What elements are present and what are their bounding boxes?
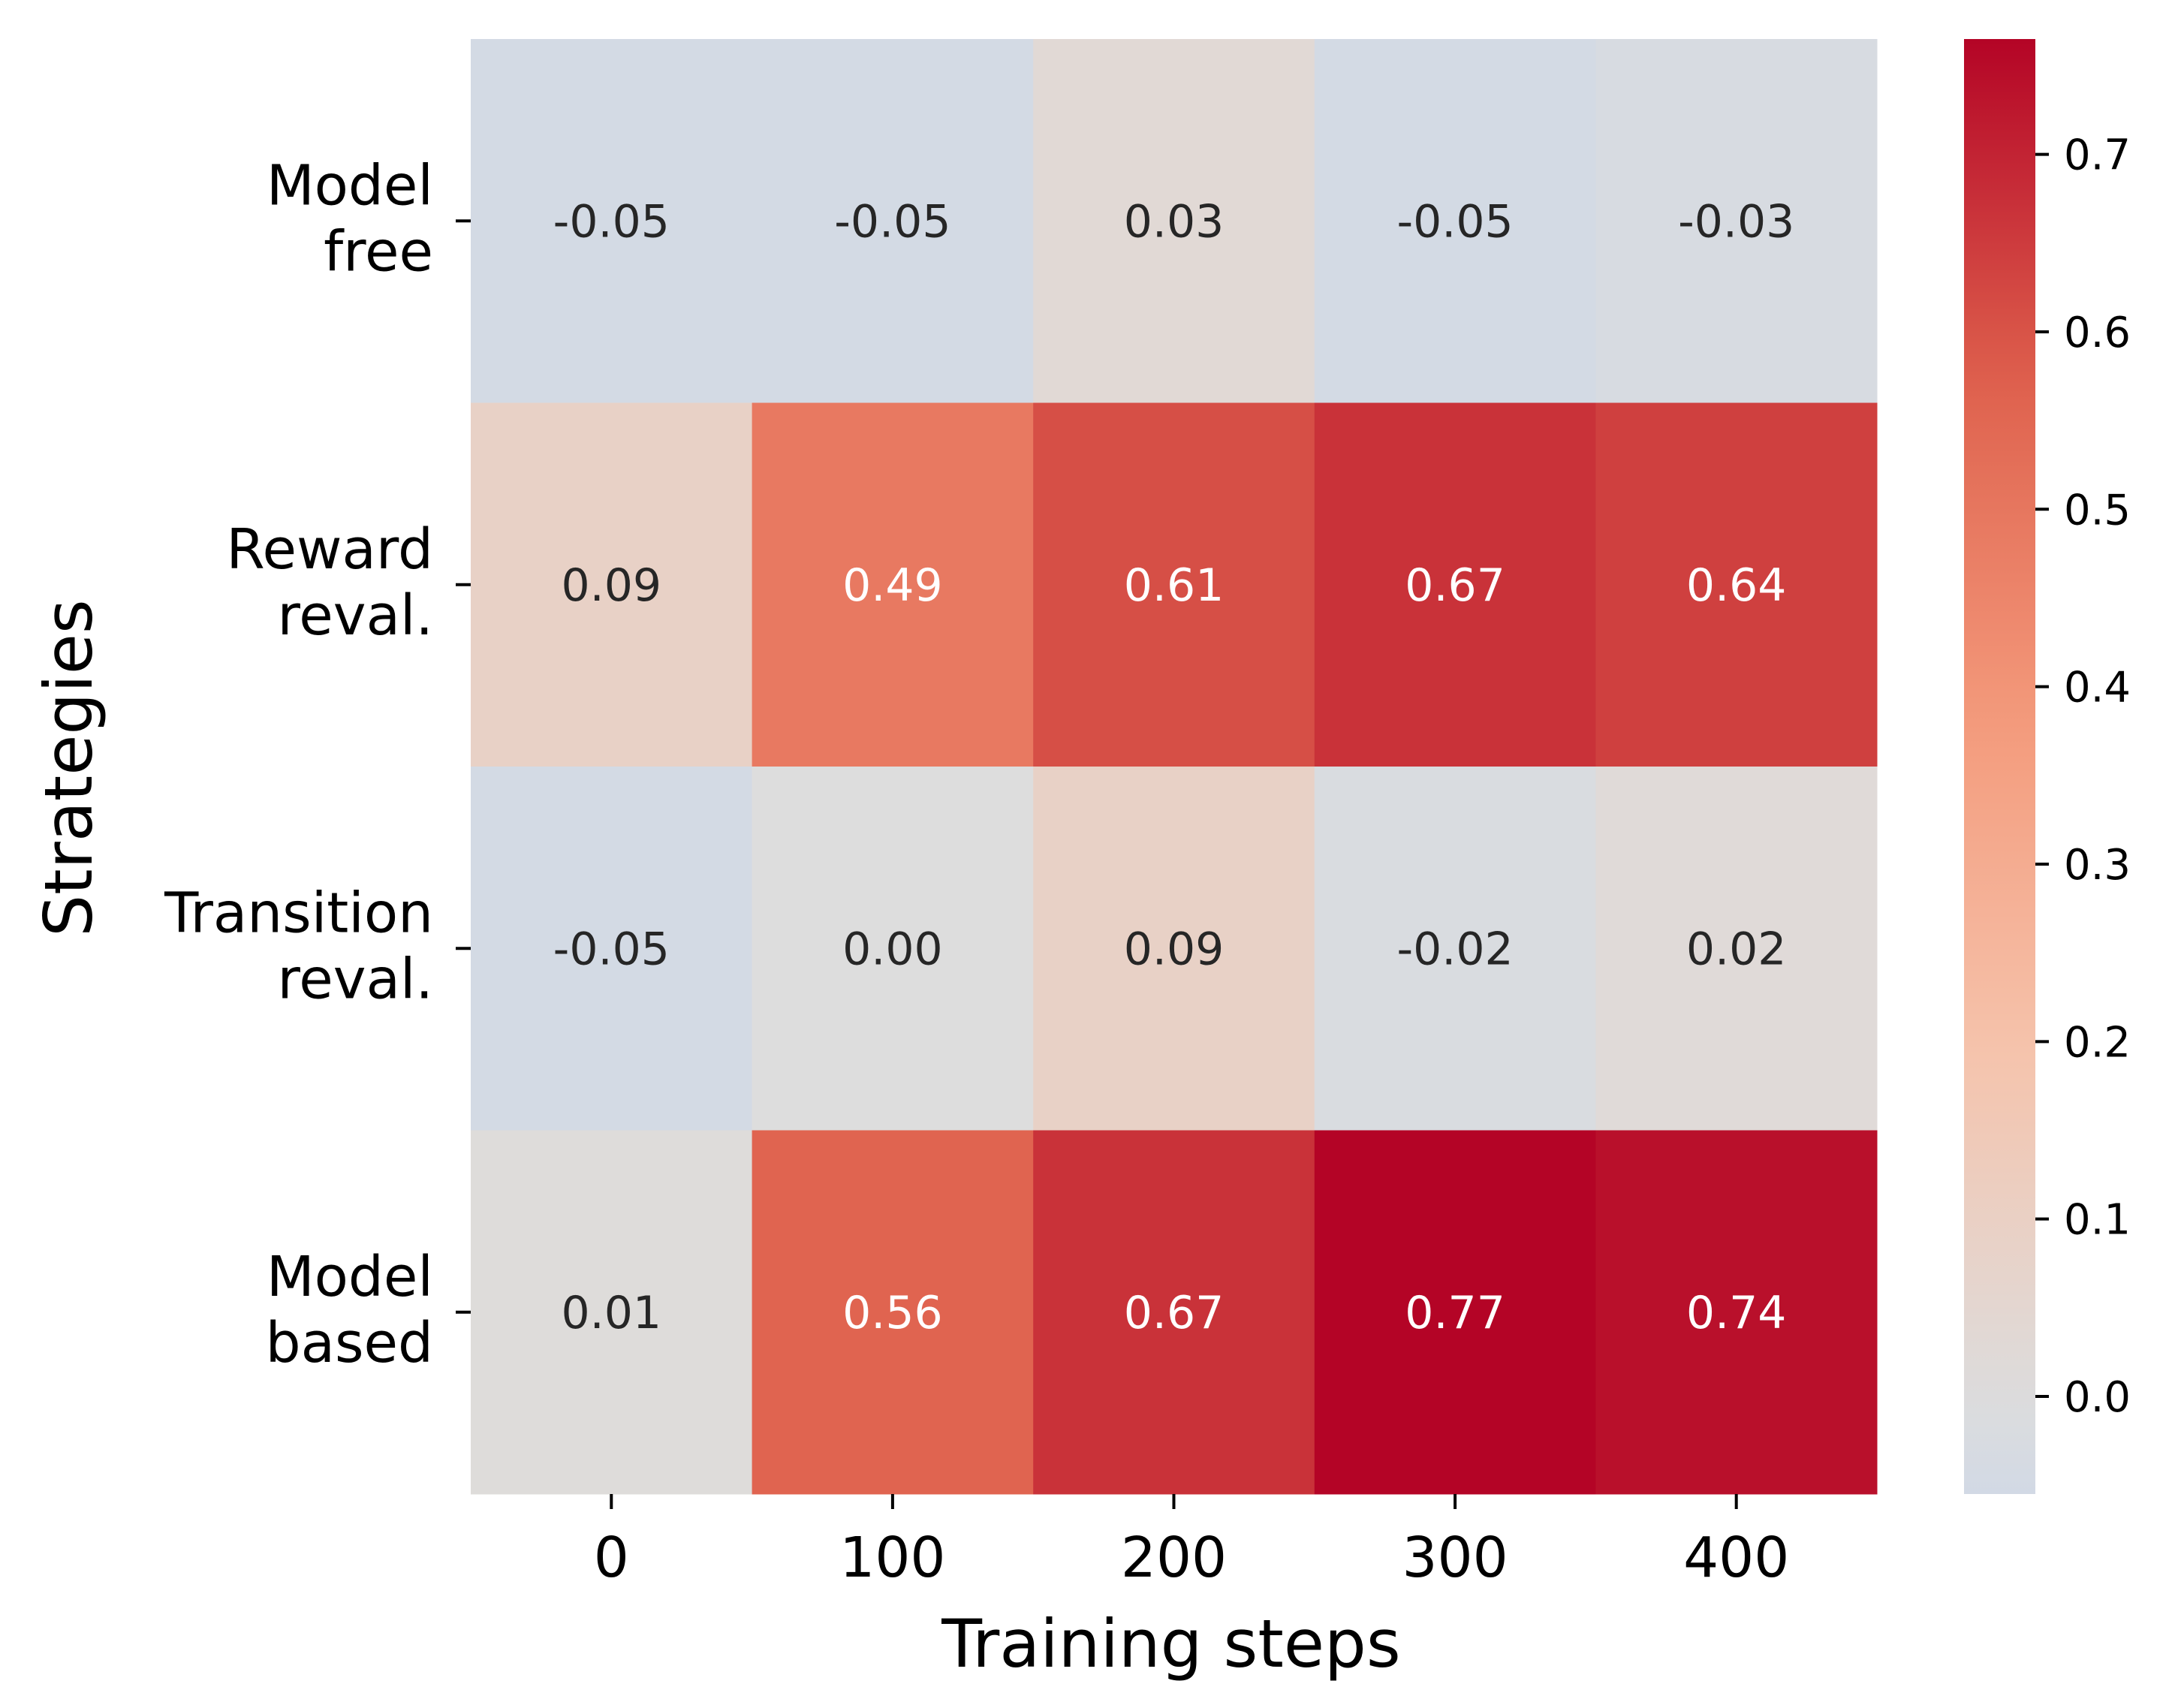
cell-value-label: -0.05 (834, 195, 950, 248)
axis-ticks: 0 100 200 300 400 Model free Reward reval. Transi… (164, 153, 1789, 1590)
cell-value-label: 0.56 (842, 1287, 943, 1339)
cell-value-label: 0.09 (562, 559, 662, 612)
heatmap-cell (1033, 1130, 1315, 1495)
colorbar-tick-label: 0.6 (2064, 309, 2131, 357)
heatmap-cell (1033, 767, 1315, 1131)
heatmap-cell (752, 767, 1034, 1131)
colorbar-tick-label: 0.1 (2064, 1196, 2131, 1245)
x-tick-label: 400 (1683, 1526, 1789, 1590)
cell-value-label: -0.02 (1396, 923, 1513, 975)
heatmap-cell (752, 1130, 1034, 1495)
cell-value-label: 0.77 (1405, 1287, 1505, 1339)
cell-value-label: -0.05 (553, 923, 670, 975)
x-tick-label: 0 (594, 1526, 629, 1590)
colorbar-tick-label: 0.0 (2064, 1373, 2131, 1422)
colorbar-gradient (1964, 39, 2035, 1494)
x-tick-label: 300 (1402, 1526, 1508, 1590)
y-tick-label: Model based (266, 1245, 433, 1375)
heatmap-cell (471, 39, 753, 403)
heatmap-cell (1595, 1130, 1878, 1495)
cell-value-label: 0.03 (1124, 195, 1225, 248)
heatmap-cell (471, 402, 753, 767)
x-tick-label: 100 (839, 1526, 945, 1590)
heatmap-cell (1595, 39, 1878, 403)
cell-value-label: 0.02 (1686, 923, 1787, 975)
heatmap-cell (1314, 767, 1596, 1131)
heatmap-cell (1595, 767, 1878, 1131)
cell-value-label: 0.64 (1686, 559, 1787, 612)
cell-value-label: 0.09 (1124, 923, 1225, 975)
heatmap-cell (1595, 402, 1878, 767)
heatmap-cell (471, 767, 753, 1131)
cell-value-label: 0.67 (1405, 559, 1505, 612)
cell-value-label: 0.74 (1686, 1287, 1787, 1339)
heatmap-cell (471, 1130, 753, 1495)
heatmap-cell (752, 39, 1034, 403)
colorbar-tick-label: 0.7 (2064, 131, 2131, 180)
cell-value-label: 0.49 (842, 559, 943, 612)
x-axis-title: Training steps (941, 1605, 1400, 1682)
colorbar: 0.0 0.1 0.2 0.3 0.4 0.5 0.6 0.7 (1964, 39, 2131, 1494)
y-tick-label: Transition reval. (164, 881, 433, 1011)
heatmap-cell (1033, 402, 1315, 767)
heatmap-cell (1314, 1130, 1596, 1495)
heatmap-cell (1314, 39, 1596, 403)
cell-value-label: 0.00 (842, 923, 943, 975)
cell-value-label: 0.67 (1124, 1287, 1225, 1339)
cell-value-label: -0.05 (1396, 195, 1513, 248)
cell-value-label: -0.03 (1678, 195, 1794, 248)
colorbar-tick-label: 0.4 (2064, 664, 2131, 712)
cell-value-label: 0.01 (562, 1287, 662, 1339)
x-tick-label: 200 (1121, 1526, 1227, 1590)
heatmap-cell (1033, 39, 1315, 403)
colorbar-tick-label: 0.3 (2064, 841, 2131, 890)
y-axis-title: Strategies (30, 599, 107, 936)
heatmap-cell (752, 402, 1034, 767)
y-tick-label: Reward reval. (226, 517, 433, 648)
heatmap-cell (1314, 402, 1596, 767)
cell-value-label: 0.61 (1124, 559, 1225, 612)
cell-value-label: -0.05 (553, 195, 670, 248)
colorbar-tick-label: 0.5 (2064, 486, 2131, 535)
colorbar-tick-label: 0.2 (2064, 1018, 2131, 1067)
y-tick-label: Model free (267, 153, 433, 284)
heatmap-cells: -0.05 -0.05 0.03 -0.05 -0.03 0.09 0.49 0.61 0.67… (471, 39, 1878, 1495)
